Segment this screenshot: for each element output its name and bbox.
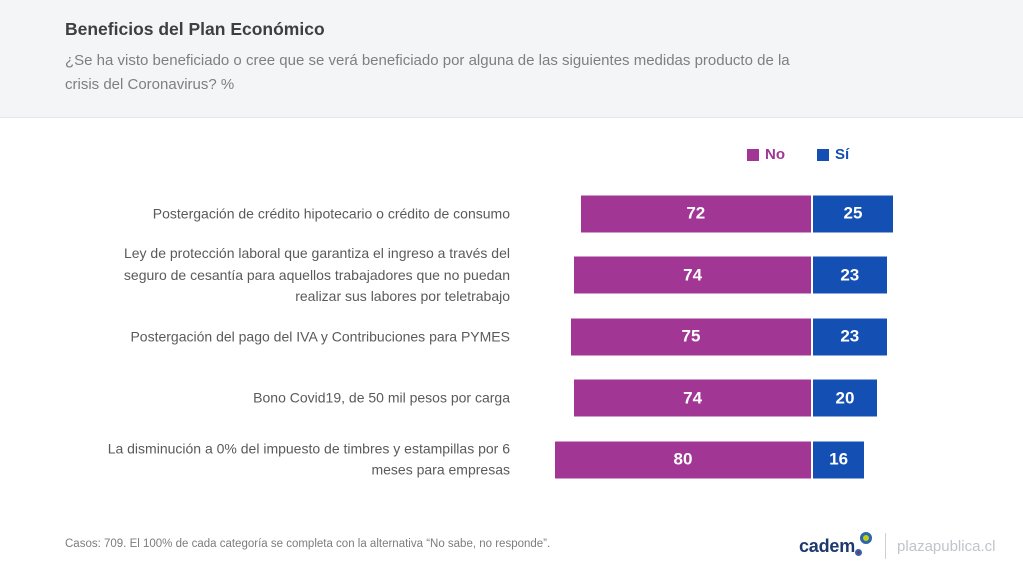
chart-row: Bono Covid19, de 50 mil pesos por carga 7…: [0, 368, 1023, 430]
bar-no: 75: [571, 318, 811, 356]
category-label: La disminución a 0% del impuesto de timb…: [107, 440, 510, 478]
survey-question: ¿Se ha visto beneficiado o cree que se v…: [65, 52, 790, 93]
bar-no: 80: [555, 441, 811, 479]
bar-si: 23: [813, 256, 887, 294]
category-label: Ley de protección laboral que garantiza …: [123, 245, 510, 304]
chart-row: Ley de protección laboral que garantiza …: [0, 245, 1023, 307]
header: Beneficios del Plan Económico ¿Se ha vis…: [0, 0, 1023, 118]
footer-brand: cadem plazapublica.cl: [799, 531, 995, 561]
category-label: Postergación de crédito hipotecario o cr…: [152, 205, 510, 222]
legend-label-si: Sí: [835, 146, 850, 163]
bar-si: 20: [813, 379, 877, 417]
cadem-logo-target-icon: [860, 531, 873, 544]
legend-swatch-no: [747, 148, 759, 161]
legend-item-si: Sí: [817, 146, 849, 163]
page-title: Beneficios del Plan Económico: [65, 19, 325, 39]
plazapublica-text: plazapublica.cl: [897, 537, 996, 555]
chart-row: Postergación de crédito hipotecario o cr…: [0, 183, 1023, 245]
legend-item-no: No: [747, 146, 785, 163]
category-label: Bono Covid19, de 50 mil pesos por carga: [253, 389, 510, 406]
bar-no: 74: [574, 379, 811, 417]
chart-row: La disminución a 0% del impuesto de timb…: [0, 429, 1023, 491]
bar-no: 74: [574, 256, 811, 294]
legend-label-no: No: [765, 146, 785, 163]
cadem-logo-small-dot-icon: [855, 548, 863, 556]
footnote: Casos: 709. El 100% de cada categoría se…: [65, 538, 551, 550]
cadem-logo-text: cadem: [799, 535, 856, 556]
footer-divider: [885, 533, 887, 559]
chart-rows: Postergación de crédito hipotecario o cr…: [0, 183, 1023, 491]
bar-si: 25: [813, 195, 893, 233]
bar-no: 72: [580, 195, 811, 233]
legend-swatch-si: [817, 148, 829, 161]
bar-si: 23: [813, 318, 887, 356]
cadem-logo: cadem: [799, 531, 873, 557]
chart-row: Postergación del pago del IVA y Contribu…: [0, 306, 1023, 368]
legend: No Sí: [747, 146, 849, 163]
bar-si: 16: [813, 441, 865, 479]
category-label: Postergación del pago del IVA y Contribu…: [130, 328, 510, 345]
